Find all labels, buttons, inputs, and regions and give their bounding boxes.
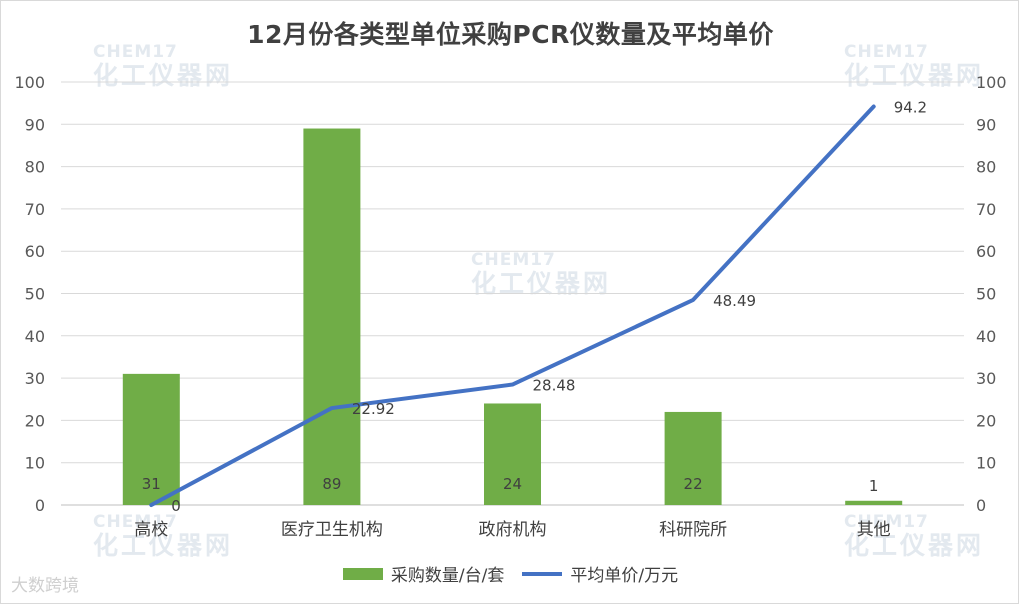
y-tick-label-right: 30 xyxy=(976,369,996,388)
y-tick-label-right: 0 xyxy=(976,496,986,515)
legend-swatch-line xyxy=(522,571,563,576)
y-tick-label-left: 90 xyxy=(25,115,45,134)
x-tick-label: 其他 xyxy=(857,520,891,540)
y-tick-label-left: 80 xyxy=(25,158,45,177)
y-tick-label-right: 100 xyxy=(976,73,1007,92)
bar-data-label: 89 xyxy=(322,475,341,493)
y-tick-label-left: 10 xyxy=(25,454,45,473)
legend-swatch-bar xyxy=(342,567,383,580)
line-data-label: 0 xyxy=(171,497,181,515)
y-tick-label-right: 10 xyxy=(976,454,996,473)
y-tick-label-right: 60 xyxy=(976,242,996,261)
bar xyxy=(845,500,903,505)
bar xyxy=(484,403,541,505)
y-tick-label-left: 40 xyxy=(25,327,45,346)
line-data-label: 22.92 xyxy=(352,400,395,418)
legend: 采购数量/台/套 平均单价/万元 xyxy=(1,561,1019,586)
y-tick-label-left: 20 xyxy=(25,411,45,430)
bar xyxy=(303,128,361,505)
y-tick-label-left: 50 xyxy=(25,285,45,304)
line-data-label: 28.48 xyxy=(533,377,576,395)
bar-data-label: 31 xyxy=(142,475,161,493)
x-tick-label: 高校 xyxy=(134,520,168,540)
bar xyxy=(664,411,722,505)
y-tick-label-right: 70 xyxy=(976,200,996,219)
bar xyxy=(122,373,180,505)
x-tick-label: 政府机构 xyxy=(479,520,547,540)
bar-data-label: 24 xyxy=(503,475,522,493)
y-tick-label-left: 30 xyxy=(25,369,45,388)
y-tick-label-right: 90 xyxy=(976,115,996,134)
legend-item-line: 平均单价/万元 xyxy=(522,561,678,586)
x-tick-label: 科研院所 xyxy=(659,520,727,540)
x-tick-label: 医疗卫生机构 xyxy=(281,520,383,540)
y-tick-label-right: 80 xyxy=(976,158,996,177)
y-tick-label-left: 100 xyxy=(14,73,45,92)
legend-item-bar: 采购数量/台/套 xyxy=(342,561,505,586)
line-series xyxy=(149,104,876,507)
chart-title: 12月份各类型单位采购PCR仪数量及平均单价 xyxy=(247,20,774,49)
legend-label-bar: 采购数量/台/套 xyxy=(390,566,505,586)
y-tick-label-left: 0 xyxy=(35,496,45,515)
line-data-label: 48.49 xyxy=(713,292,756,310)
y-tick-label-right: 50 xyxy=(976,285,996,304)
bar-data-label: 22 xyxy=(684,475,703,493)
y-tick-label-right: 20 xyxy=(976,411,996,430)
bar-data-label: 1 xyxy=(869,477,879,495)
line-data-label: 94.2 xyxy=(894,99,927,117)
source-watermark: 大数跨境 xyxy=(11,576,79,596)
y-tick-label-left: 60 xyxy=(25,242,45,261)
y-tick-label-left: 70 xyxy=(25,200,45,219)
y-tick-label-right: 40 xyxy=(976,327,996,346)
legend-label-line: 平均单价/万元 xyxy=(570,566,679,586)
